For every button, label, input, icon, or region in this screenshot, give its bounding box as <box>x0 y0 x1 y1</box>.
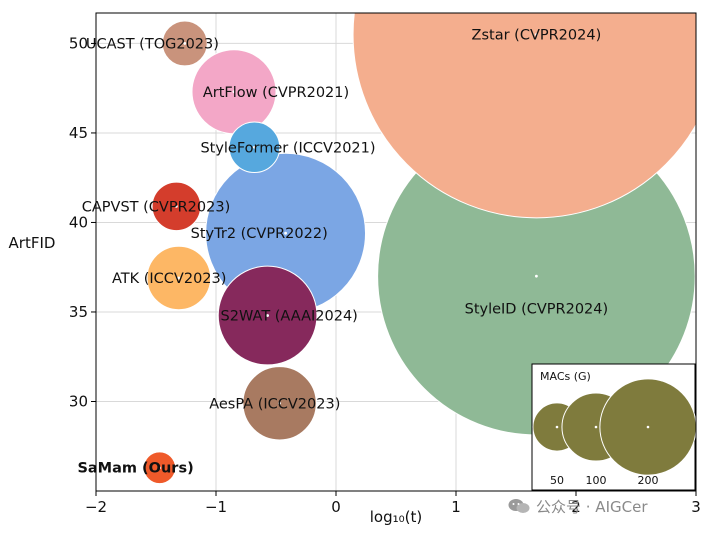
legend: MACs (G) 50 100 200 <box>531 363 697 491</box>
legend-bubble-center <box>594 425 598 429</box>
bubble-label: StyTr2 (CVPR2022) <box>191 226 328 242</box>
bubble-layer <box>143 13 696 485</box>
bubble-label: SaMam (Ours) <box>77 461 193 477</box>
y-tick-label: 50 <box>69 34 88 52</box>
x-axis: −2 −1 0 1 2 3 <box>85 491 701 516</box>
watermark: 公众号 · AIGCer <box>508 496 647 517</box>
bubble-label: StyleID (CVPR2024) <box>465 301 609 317</box>
bubble-center-dot <box>175 204 178 208</box>
y-axis: 30 35 40 45 50 <box>69 34 96 410</box>
x-tick-label: 0 <box>331 498 341 516</box>
bubble-mark <box>352 13 696 219</box>
bubble-label: CAPVST (CVPR2023) <box>82 199 230 215</box>
bubble-center-dot <box>183 42 187 45</box>
wechat-icon <box>508 499 530 513</box>
y-tick-label: 35 <box>69 303 88 321</box>
bubble-label: Zstar (CVPR2024) <box>472 27 602 43</box>
bubble-center-dot <box>232 90 236 94</box>
bubble-center-dot <box>158 466 162 470</box>
bubble-label: AesPA (ICCV2023) <box>209 396 340 412</box>
legend-bubble-center <box>555 425 559 429</box>
legend-entry-label: 200 <box>638 474 659 487</box>
y-tick-label: 45 <box>69 124 88 142</box>
plot-frame <box>95 12 697 492</box>
x-tick-label: 1 <box>451 498 461 516</box>
bubble-label-layer: StyleID (CVPR2024) Zstar (CVPR2024) StyTr2… <box>77 27 608 476</box>
x-tick-label: 3 <box>691 498 701 516</box>
watermark-text: 公众号 · AIGCer <box>536 498 648 516</box>
x-axis-label: log₁₀(t) <box>370 508 422 526</box>
legend-title: MACs (G) <box>540 370 591 383</box>
y-tick-label: 30 <box>69 392 88 410</box>
bubble-label: StyleFormer (ICCV2021) <box>200 140 375 156</box>
legend-entry-label: 50 <box>550 474 564 487</box>
bubble-label: ArtFlow (CVPR2021) <box>203 85 349 101</box>
bubble-center-dot <box>266 314 269 317</box>
bubble-label: UCAST (TOG2023) <box>86 36 219 52</box>
y-axis-label: ArtFID <box>9 234 56 252</box>
bubble-center-dot <box>177 276 181 280</box>
bubble-center-dot <box>284 231 287 235</box>
bubble-label: ATK (ICCV2023) <box>112 271 226 287</box>
x-tick-label: −2 <box>85 498 107 516</box>
legend-entry-label: 100 <box>586 474 607 487</box>
bubble-center-dot <box>535 33 538 36</box>
legend-bubble-center <box>646 425 650 429</box>
bubble-label: S2WAT (AAAI2024) <box>221 309 358 325</box>
x-tick-label: 2 <box>571 498 581 516</box>
bubble-center-dot <box>278 401 281 405</box>
bubble-center-dot <box>253 145 256 149</box>
x-tick-label: −1 <box>205 498 227 516</box>
bubble-center-dot <box>535 274 538 278</box>
y-tick-label: 40 <box>69 213 88 231</box>
